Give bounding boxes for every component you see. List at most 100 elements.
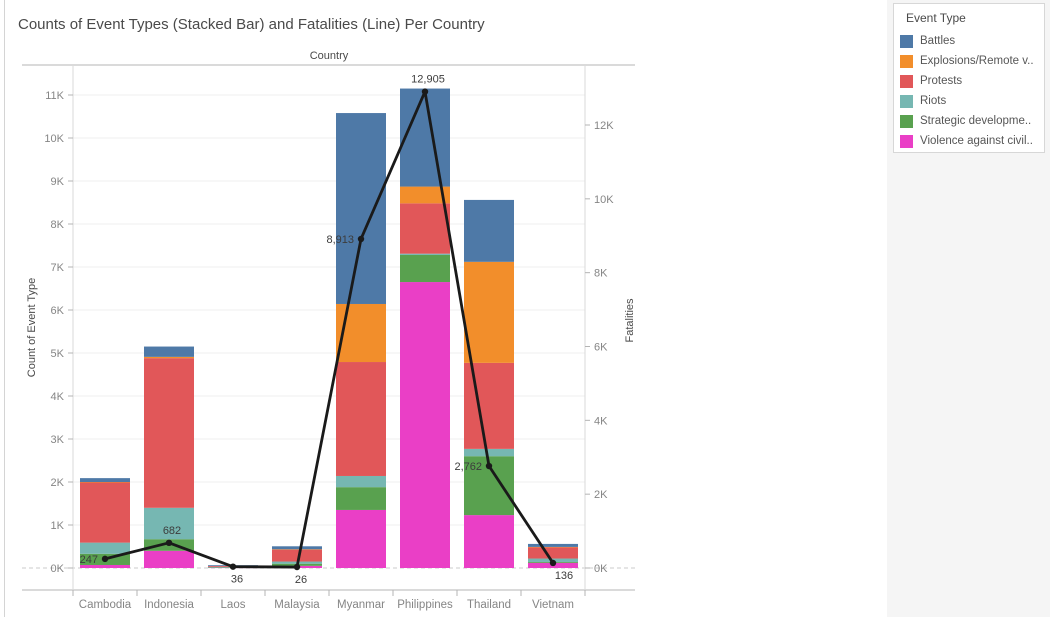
bar-segment-myanmar-violence[interactable] [336, 509, 386, 568]
fatalities-point-thailand[interactable] [485, 462, 493, 470]
bar-segment-myanmar-battles[interactable] [336, 113, 386, 304]
bar-segment-cambodia-protests[interactable] [80, 482, 130, 543]
fatalities-point-indonesia[interactable] [165, 539, 173, 547]
chart-title: Counts of Event Types (Stacked Bar) and … [18, 16, 485, 33]
left-tick-label: 3K [51, 434, 65, 446]
fatalities-label-vietnam: 136 [555, 570, 573, 582]
category-label-indonesia: Indonesia [144, 599, 194, 611]
category-label-myanmar: Myanmar [337, 599, 385, 611]
bar-segment-cambodia-explosionsremote[interactable] [80, 482, 130, 483]
left-tick-label: 11K [45, 90, 64, 102]
fatalities-point-laos[interactable] [229, 563, 237, 570]
right-tick-label: 8K [594, 268, 608, 280]
legend-item-riots[interactable]: Riots [894, 91, 1044, 111]
bar-segment-malaysia-battles[interactable] [272, 546, 322, 550]
legend-item-explosions-remote-v[interactable]: Explosions/Remote v.. [894, 51, 1044, 71]
right-tick-label: 2K [594, 489, 608, 501]
legend-panel: Event Type Battles Explosions/Remote v.. P… [887, 0, 1050, 617]
bar-segment-cambodia-riots[interactable] [80, 542, 130, 554]
combo-chart: 0K 1K 2K 3K 4K 5K 6K 7K 8K 9K 10K 11K 0K 2K 4K 6K 8K 10K 1… [22, 50, 636, 611]
bar-segment-thailand-violence[interactable] [464, 515, 514, 568]
fatalities-point-vietnam[interactable] [549, 559, 557, 567]
legend-item-list: Battles Explosions/Remote v.. Protests Riot… [894, 31, 1044, 151]
fatalities-label-laos: 36 [231, 574, 243, 586]
bar-segment-indonesia-protests[interactable] [144, 358, 194, 508]
bar-segment-thailand-riots[interactable] [464, 448, 514, 457]
category-label-cambodia: Cambodia [79, 599, 132, 611]
bar-segment-vietnam-explosionsremote[interactable] [528, 546, 578, 548]
fatalities-point-philippines[interactable] [421, 88, 429, 95]
left-tick-label: 2K [51, 477, 65, 489]
bar-segment-indonesia-riots[interactable] [144, 507, 194, 540]
bar-segment-cambodia-violence[interactable] [80, 564, 130, 568]
legend-card: Event Type Battles Explosions/Remote v.. P… [893, 3, 1045, 153]
legend-swatch-icon [900, 34, 913, 48]
right-tick-label: 6K [594, 342, 608, 354]
legend-item-label: Riots [920, 95, 947, 107]
bar-segment-philippines-battles[interactable] [400, 88, 450, 187]
legend-swatch-icon [900, 74, 913, 88]
legend-swatch-icon [900, 94, 913, 108]
right-tick-label: 0K [594, 563, 608, 575]
bar-segment-thailand-battles[interactable] [464, 199, 514, 262]
bar-segment-philippines-explosionsremote[interactable] [400, 186, 450, 204]
bar-segment-philippines-protests[interactable] [400, 203, 450, 254]
legend-swatch-icon [900, 54, 913, 68]
bar-segment-vietnam-battles[interactable] [528, 543, 578, 547]
bar-segment-indonesia-violence[interactable] [144, 550, 194, 568]
left-tick-label: 10K [44, 133, 64, 145]
left-tick-label: 6K [51, 305, 65, 317]
category-label-malaysia: Malaysia [274, 599, 320, 611]
legend-swatch-icon [900, 134, 913, 148]
fatalities-point-cambodia[interactable] [101, 555, 109, 563]
left-tick-label: 8K [51, 219, 65, 231]
left-tick-label: 5K [51, 348, 65, 360]
bar-segment-indonesia-battles[interactable] [144, 346, 194, 357]
left-tick-label: 1K [51, 520, 65, 532]
bar-segment-indonesia-explosionsremote[interactable] [144, 356, 194, 359]
legend-item-battles[interactable]: Battles [894, 31, 1044, 51]
right-tick-label: 12K [594, 120, 614, 132]
bar-segment-vietnam-protests[interactable] [528, 547, 578, 559]
bar-segment-malaysia-protests[interactable] [272, 549, 322, 562]
bar-segment-myanmar-riots[interactable] [336, 475, 386, 488]
fatalities-label-malaysia: 26 [295, 574, 307, 586]
fatalities-label-thailand: 2,762 [454, 461, 482, 473]
category-label-thailand: Thailand [467, 599, 511, 611]
category-label-vietnam: Vietnam [532, 599, 574, 611]
legend-item-protests[interactable]: Protests [894, 71, 1044, 91]
legend-swatch-icon [900, 114, 913, 128]
bar-segment-myanmar-protests[interactable] [336, 362, 386, 476]
legend-item-label: Violence against civil.. [920, 135, 1033, 147]
bar-segment-philippines-riots[interactable] [400, 253, 450, 255]
bar-segment-cambodia-battles[interactable] [80, 478, 130, 482]
bar-segment-myanmar-strategic[interactable] [336, 487, 386, 510]
legend-item-violence-against-civil[interactable]: Violence against civil.. [894, 131, 1044, 151]
legend-item-label: Battles [920, 35, 956, 47]
fatalities-line [103, 90, 555, 569]
fatalities-label-cambodia: 247 [80, 554, 98, 566]
column-header: Country [310, 50, 349, 62]
bar-segment-thailand-protests[interactable] [464, 362, 514, 449]
bar-segment-malaysia-explosionsremote[interactable] [272, 549, 322, 550]
legend-title: Event Type [906, 11, 966, 25]
legend-item-strategic-developme[interactable]: Strategic developme.. [894, 111, 1044, 131]
fatalities-point-myanmar[interactable] [357, 235, 365, 243]
left-tick-label: 7K [51, 262, 65, 274]
chart-panel: Counts of Event Types (Stacked Bar) and … [4, 0, 888, 617]
bar-segment-philippines-violence[interactable] [400, 282, 450, 568]
legend-item-label: Explosions/Remote v.. [920, 55, 1034, 67]
right-axis-title: Fatalities [624, 298, 636, 343]
left-tick-label: 0K [51, 563, 65, 575]
bar-segment-philippines-strategic[interactable] [400, 254, 450, 283]
right-tick-label: 10K [594, 194, 614, 206]
category-label-philippines: Philippines [397, 599, 453, 611]
bar-segment-thailand-explosionsremote[interactable] [464, 261, 514, 363]
fatalities-point-malaysia[interactable] [293, 563, 301, 571]
left-tick-label: 9K [51, 176, 65, 188]
left-axis-title: Count of Event Type [26, 278, 38, 377]
legend-item-label: Strategic developme.. [920, 115, 1032, 127]
fatalities-label-myanmar: 8,913 [326, 234, 354, 246]
bar-segment-myanmar-explosionsremote[interactable] [336, 303, 386, 363]
